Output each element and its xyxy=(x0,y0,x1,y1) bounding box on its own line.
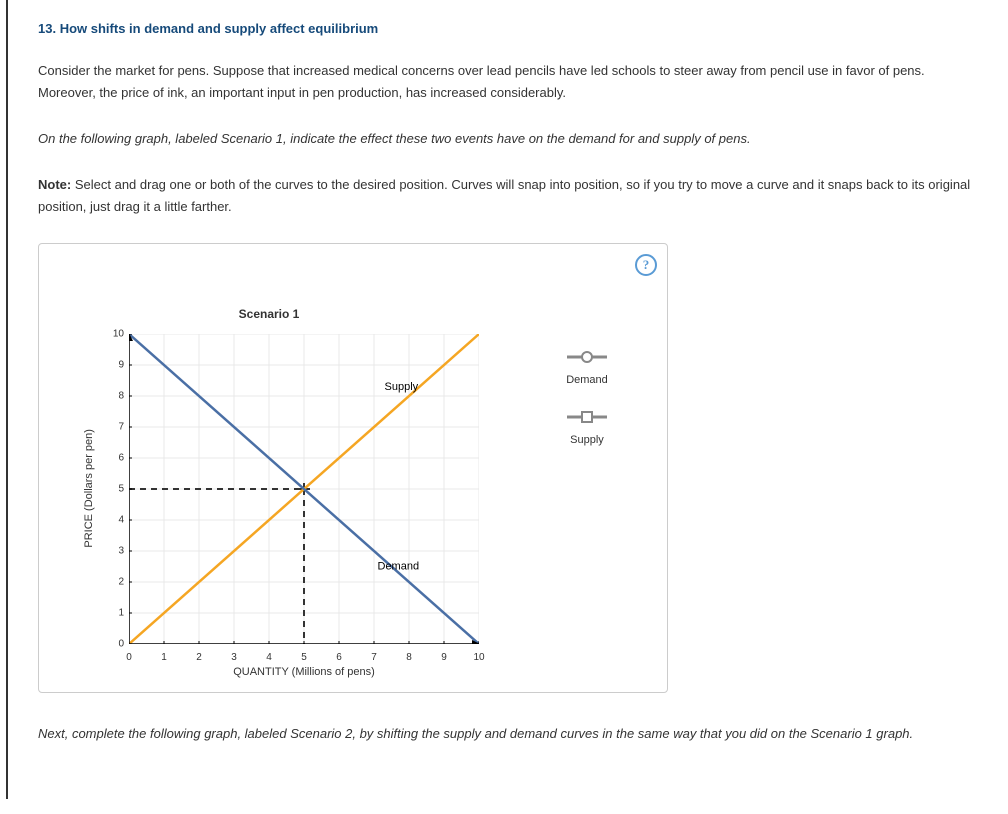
y-tick: 4 xyxy=(99,511,124,528)
x-tick: 3 xyxy=(231,649,237,666)
y-tick: 5 xyxy=(99,480,124,497)
question-title-text: How shifts in demand and supply affect e… xyxy=(60,21,379,36)
question-paragraph: Consider the market for pens. Suppose th… xyxy=(38,60,978,104)
x-tick: 2 xyxy=(196,649,202,666)
note-label: Note: xyxy=(38,177,71,192)
x-tick: 4 xyxy=(266,649,272,666)
legend-handle-supply[interactable] xyxy=(567,409,607,425)
chart-svg: Supply Demand xyxy=(129,334,479,644)
question-title: 13. How shifts in demand and supply affe… xyxy=(38,18,978,40)
graph-instruction: On the following graph, labeled Scenario… xyxy=(38,128,978,150)
x-tick: 5 xyxy=(301,649,307,666)
plot-area[interactable]: Supply Demand xyxy=(129,334,479,644)
curve-label-supply: Supply xyxy=(385,380,419,392)
chart-panel: ? Scenario 1 PRICE (Dollars per pen) Sup… xyxy=(38,243,668,693)
y-tick: 6 xyxy=(99,449,124,466)
x-tick: 6 xyxy=(336,649,342,666)
y-tick: 2 xyxy=(99,573,124,590)
legend-entry-supply[interactable]: Supply xyxy=(537,409,637,450)
chart-legend: Demand Supply xyxy=(537,349,637,470)
legend-label: Supply xyxy=(570,431,604,450)
y-tick: 1 xyxy=(99,604,124,621)
y-tick: 0 xyxy=(99,635,124,652)
curve-label-demand: Demand xyxy=(378,560,420,572)
y-tick: 7 xyxy=(99,418,124,435)
y-axis-label: PRICE (Dollars per pen) xyxy=(79,334,99,644)
y-tick: 8 xyxy=(99,387,124,404)
y-axis-label-text: PRICE (Dollars per pen) xyxy=(80,429,99,548)
x-tick: 7 xyxy=(371,649,377,666)
x-tick: 8 xyxy=(406,649,412,666)
footer-instruction: Next, complete the following graph, labe… xyxy=(38,723,978,745)
question-number: 13. xyxy=(38,21,56,36)
help-icon[interactable]: ? xyxy=(635,254,657,276)
note-text: Select and drag one or both of the curve… xyxy=(38,177,970,214)
x-axis-label: QUANTITY (Millions of pens) xyxy=(129,663,479,682)
y-tick: 3 xyxy=(99,542,124,559)
y-tick: 9 xyxy=(99,356,124,373)
legend-label: Demand xyxy=(566,371,608,390)
x-tick: 0 xyxy=(126,649,132,666)
x-tick: 10 xyxy=(473,649,484,666)
x-tick: 1 xyxy=(161,649,167,666)
x-tick: 9 xyxy=(441,649,447,666)
help-icon-glyph: ? xyxy=(643,254,650,276)
legend-handle-demand[interactable] xyxy=(567,349,607,365)
y-tick: 10 xyxy=(99,325,124,342)
chart-title: Scenario 1 xyxy=(39,304,499,324)
note-block: Note: Select and drag one or both of the… xyxy=(38,174,978,218)
legend-entry-demand[interactable]: Demand xyxy=(537,349,637,390)
